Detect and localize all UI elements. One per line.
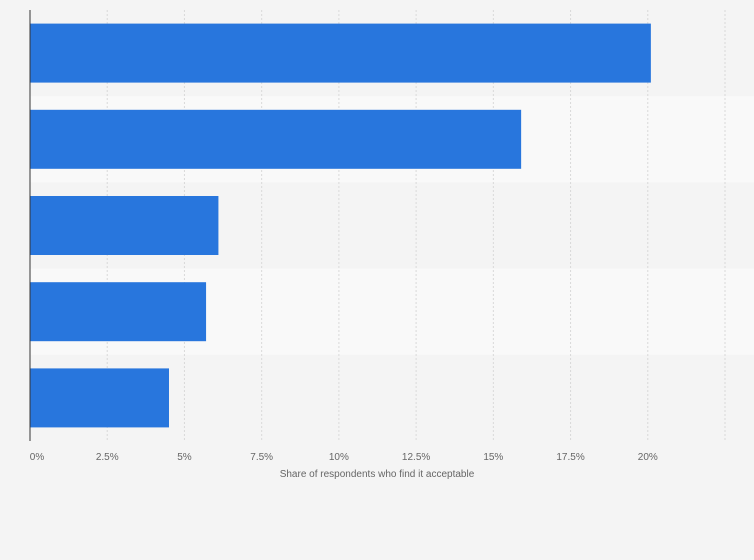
x-tick-label: 15% [483, 452, 503, 463]
bar [30, 196, 219, 255]
x-tick-label: 20% [638, 452, 658, 463]
x-tick-label: 12.5% [402, 452, 430, 463]
bar [30, 368, 169, 428]
x-tick-label: 5% [177, 452, 192, 463]
x-axis-title: Share of respondents who find it accepta… [280, 469, 475, 480]
bar [30, 282, 207, 342]
x-tick-label: 7.5% [250, 452, 273, 463]
x-axis-ticks: 0% 2.5% 5% 7.5% 10% 12.5% 15% 17.5% 20% [30, 452, 658, 463]
bar [30, 23, 651, 83]
bars [30, 23, 651, 428]
x-tick-label: 17.5% [556, 452, 584, 463]
x-tick-label: 10% [329, 452, 349, 463]
x-tick-label: 2.5% [96, 452, 119, 463]
x-tick-label: 0% [30, 452, 45, 463]
bar [30, 109, 522, 169]
